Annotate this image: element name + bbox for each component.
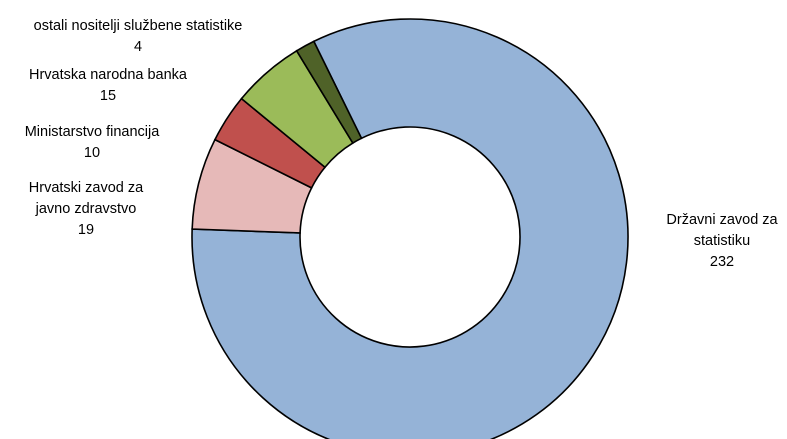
label-hrvatska-narodna-banka: Hrvatska narodna banka 15 [29,67,188,104]
label-ministarstvo-financija: Ministarstvo financija 10 [25,124,161,161]
slice-value-label: 10 [84,145,100,161]
slice-ostali-nositelji-sluzbene-statistike [295,40,363,145]
slice-category-label: statistiku [694,233,750,249]
slice-category-label: ostali nositelji službene statistike [34,18,243,34]
label-drzavni-zavod-za-statistiku: Državni zavod za statistiku 232 [666,212,778,270]
donut-slices [191,18,629,439]
slice-value-label: 19 [78,222,94,238]
label-ostali-nositelji-sluzbene-statistike: ostali nositelji službene statistike 4 [34,18,243,55]
slice-category-label: javno zdravstvo [35,201,137,217]
slice-category-label: Hrvatski zavod za [29,180,144,196]
slice-category-label: Ministarstvo financija [25,124,161,140]
slice-value-label: 15 [100,88,116,104]
slice-labels: Državni zavod za statistiku 232 Hrvatski za… [25,18,779,270]
slice-value-label: 232 [710,254,734,270]
slice-drzavni-zavod-za-statistiku [191,18,629,439]
slice-category-label: Državni zavod za [666,212,778,228]
slice-category-label: Hrvatska narodna banka [29,67,188,83]
label-hrvatski-zavod-za-javno-zdravstvo: Hrvatski zavod za javno zdravstvo 19 [29,180,144,238]
slice-value-label: 4 [134,39,142,55]
